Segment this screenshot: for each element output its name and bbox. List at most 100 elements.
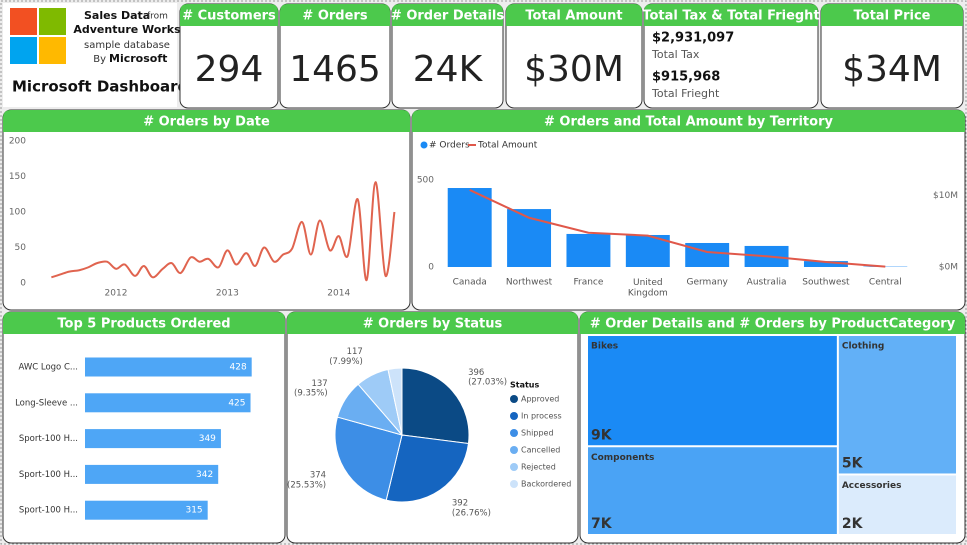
- y2-tick-label: $10M: [933, 191, 958, 201]
- cell-value: 7K: [591, 516, 613, 532]
- x-tick-label: United Kingdom: [628, 278, 668, 298]
- legend-label: In process: [521, 412, 562, 421]
- bar: [85, 464, 219, 484]
- legend-marker: [510, 429, 518, 437]
- card-value: $34M: [842, 49, 942, 90]
- panel-header: [821, 4, 963, 26]
- card-item-label: Total Frieght: [651, 87, 720, 100]
- pie-slice: [385, 434, 470, 503]
- header-source: Adventure Works: [73, 23, 181, 36]
- data-label: 342: [196, 470, 213, 480]
- y-tick-label: 100: [9, 208, 26, 218]
- panel-title: # Orders: [302, 9, 367, 24]
- y2-tick-label: $0M: [939, 263, 958, 273]
- panel-header: [3, 110, 410, 132]
- legend-marker: [510, 412, 518, 420]
- legend-marker: [510, 446, 518, 454]
- bar: [85, 500, 208, 520]
- line: [469, 189, 886, 268]
- legend-label: Rejected: [521, 463, 556, 472]
- y-tick-label: Long-Sleeve ...: [15, 398, 78, 408]
- logo-green: [39, 8, 66, 35]
- legend-marker: [510, 480, 518, 488]
- bar: [85, 393, 251, 413]
- header-line2: sample database: [84, 40, 170, 51]
- legend-marker: [510, 395, 518, 403]
- bar: [85, 429, 221, 449]
- y-tick-label: 150: [9, 172, 26, 182]
- logo-yellow: [39, 37, 66, 64]
- cell-value: 9K: [591, 427, 613, 443]
- bar: [685, 242, 730, 267]
- card-value: 1465: [289, 49, 381, 90]
- card-item-value: $915,968: [652, 70, 720, 85]
- panel-title: Total Price: [854, 9, 931, 24]
- y-tick-label: 0: [428, 263, 434, 273]
- data-label: 392 (26.76%): [452, 498, 491, 518]
- panel-header: [3, 312, 285, 334]
- dashboard-title: Microsoft Dashboard: [12, 78, 188, 96]
- data-label: 396 (27.03%): [468, 367, 507, 387]
- data-label: 315: [185, 506, 202, 516]
- panel-title: # Customers: [182, 9, 276, 24]
- data-label: 425: [228, 398, 245, 408]
- panel-header: [287, 312, 578, 334]
- panel-title: # Orders by Date: [143, 115, 270, 130]
- bar: [447, 188, 492, 267]
- cell-label: Components: [591, 453, 654, 463]
- legend-label: Shipped: [521, 429, 554, 438]
- legend-label: # Orders: [429, 141, 470, 151]
- panel-title: # Orders by Status: [363, 317, 503, 332]
- y-tick-label: Sport-100 H...: [19, 506, 78, 516]
- x-tick-label: 2013: [216, 289, 239, 299]
- panel-title: Total Amount: [525, 9, 622, 24]
- panel-title: # Order Details and # Orders by ProductC…: [590, 317, 956, 332]
- x-tick-label: Northwest: [506, 278, 553, 288]
- panel-header: [180, 4, 278, 26]
- card-value: 294: [195, 49, 264, 90]
- legend-title: Status: [510, 381, 540, 390]
- panel-title: Total Tax & Total Frieght: [642, 9, 819, 24]
- panel: [2, 109, 411, 311]
- pie-slice: [387, 367, 403, 436]
- logo-blue: [10, 37, 37, 64]
- legend-label: Backordered: [521, 480, 571, 489]
- x-tick-label: France: [573, 278, 603, 288]
- y-tick-label: 50: [15, 243, 27, 253]
- header-company: Microsoft: [109, 52, 167, 65]
- card-item-value: $2,931,097: [652, 31, 734, 46]
- y-tick-label: 500: [417, 176, 434, 186]
- data-label: 349: [199, 434, 216, 444]
- bar: [566, 233, 611, 267]
- panel-header: [280, 4, 390, 26]
- y-tick-label: 200: [9, 137, 26, 147]
- data-label: 137 (9.35%): [294, 378, 328, 398]
- cell-label: Bikes: [591, 342, 618, 352]
- panel-title: # Orders and Total Amount by Territory: [544, 115, 833, 130]
- panel-title: # Order Details: [391, 9, 504, 24]
- logo-red: [10, 8, 37, 35]
- cell-value: 5K: [842, 455, 864, 471]
- pie-slice: [401, 367, 470, 445]
- treemap-cell: [588, 336, 837, 446]
- y-tick-label: Sport-100 H...: [19, 470, 78, 480]
- panel-header: [580, 312, 965, 334]
- legend-marker: [420, 141, 428, 149]
- panel-header: [644, 4, 818, 26]
- cell-value: 2K: [842, 516, 864, 532]
- panel-header: [412, 110, 965, 132]
- bar: [803, 261, 848, 267]
- treemap-cell: [588, 447, 837, 534]
- pie-slice: [334, 416, 403, 501]
- panel-header: [392, 4, 503, 26]
- header-title: Sales Data: [84, 9, 150, 22]
- data-label: 117 (7.99%): [329, 347, 363, 367]
- bar: [85, 357, 252, 377]
- x-tick-label: Southwest: [802, 278, 850, 288]
- header-by: By: [93, 54, 106, 65]
- y-tick-label: Sport-100 H...: [19, 434, 78, 444]
- x-tick-label: Canada: [453, 278, 487, 288]
- treemap-cell: [838, 336, 956, 474]
